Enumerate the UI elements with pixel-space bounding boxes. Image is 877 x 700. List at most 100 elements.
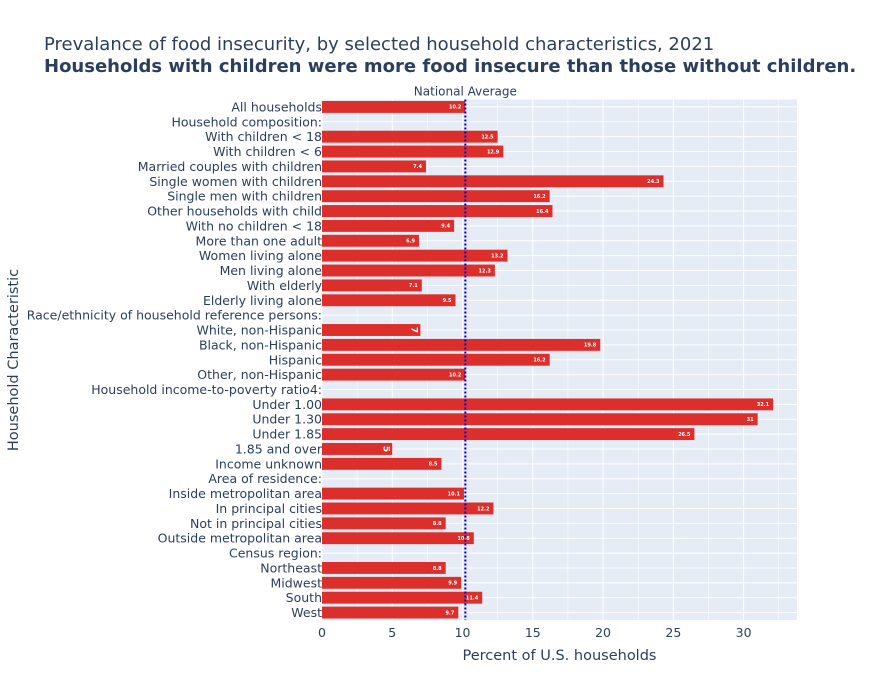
y-tick-label: Midwest: [270, 575, 322, 590]
x-axis-title: Percent of U.S. households: [463, 648, 657, 664]
y-tick-label: Single men with children: [167, 189, 322, 204]
bar: [322, 457, 442, 470]
y-tick-label: In principal cities: [216, 501, 322, 516]
bar: [322, 160, 426, 173]
y-tick-label: Elderly living alone: [203, 293, 322, 308]
bar-value-label: 16.2: [533, 358, 546, 364]
y-tick-label: Under 1.30: [252, 412, 322, 427]
bar-value-label: 19.8: [584, 343, 597, 349]
bar: [322, 205, 553, 217]
y-tick-label: Black, non-Hispanic: [199, 337, 322, 352]
bar-value-label: 6.9: [406, 239, 415, 245]
y-tick-label: Under 1.85: [252, 427, 322, 442]
y-tick-label: Census region:: [229, 546, 322, 561]
bar-value-label: 32.1: [757, 402, 770, 408]
bar: [322, 413, 758, 426]
x-tick-label: 20: [595, 625, 611, 640]
y-tick-label: Married couples with children: [138, 159, 322, 174]
y-tick-label: Race/ethnicity of household reference pe…: [27, 308, 322, 323]
bar: [322, 562, 446, 574]
bar: [322, 249, 508, 262]
bar: [322, 398, 774, 411]
bar-value-label: 12.9: [487, 149, 500, 155]
reference-line-group: National Average: [414, 85, 517, 620]
y-tick-label: West: [291, 605, 322, 620]
bar: [322, 294, 456, 307]
x-tick-label: 30: [736, 625, 752, 640]
bar: [322, 264, 495, 277]
bar-value-label: 8.8: [433, 521, 442, 527]
bar-value-label: 5: [380, 446, 390, 452]
bar: [322, 279, 422, 292]
y-tick-label: Not in principal cities: [190, 516, 322, 531]
y-tick-label: With children < 18: [205, 129, 322, 144]
bar-value-label: 16.4: [536, 209, 549, 215]
y-tick-label: Other, non-Hispanic: [197, 367, 322, 382]
bar-value-label: 11.4: [466, 595, 479, 601]
bar: [322, 576, 462, 589]
bar-value-label: 10.8: [457, 536, 470, 542]
bar: [322, 428, 695, 441]
chart-subtitle: Households with children were more food …: [44, 56, 857, 77]
bar-value-label: 9.4: [441, 224, 450, 230]
bar-value-label: 12.3: [479, 268, 492, 274]
y-tick-label: Women living alone: [199, 248, 322, 263]
bar-value-label: 10.2: [449, 105, 462, 111]
bar: [322, 606, 459, 619]
y-tick-label: More than one adult: [196, 233, 323, 248]
y-tick-label: With children < 6: [213, 144, 322, 159]
x-axis-ticks: 0 5 10 15 20 25 30: [318, 625, 752, 640]
y-tick-label: Outside metropolitan area: [158, 531, 322, 546]
bar-value-label: 7: [408, 327, 418, 333]
y-tick-label: Household composition:: [171, 114, 322, 129]
y-tick-label: South: [286, 590, 322, 605]
y-tick-label: 1.85 and over: [235, 441, 323, 456]
bar-value-label: 9.7: [445, 610, 454, 616]
x-tick-label: 15: [525, 625, 541, 640]
bar-value-label: 8.5: [429, 462, 438, 468]
x-tick-label: 10: [455, 625, 471, 640]
bar: [322, 368, 466, 381]
x-tick-label: 0: [318, 625, 326, 640]
bar-value-label: 10.1: [448, 491, 461, 497]
bar-value-label: 12.2: [477, 506, 490, 512]
bar: [322, 443, 393, 455]
bar: [322, 324, 421, 336]
bar: [322, 502, 494, 515]
bar-value-label: 16.2: [533, 194, 546, 200]
bar-value-label: 13.2: [491, 253, 504, 259]
y-tick-label: With no children < 18: [186, 218, 322, 233]
y-tick-label: Inside metropolitan area: [169, 486, 322, 501]
y-tick-label: Single women with children: [149, 174, 322, 189]
y-tick-label: All households: [231, 99, 322, 114]
bar-value-label: 10.2: [449, 372, 462, 378]
bar-value-label: 26.5: [678, 432, 691, 438]
y-tick-label: Under 1.00: [252, 397, 322, 412]
y-tick-label: Income unknown: [215, 456, 322, 471]
reference-line-label: National Average: [414, 85, 517, 99]
x-tick-label: 25: [665, 625, 681, 640]
y-axis-title: Household Characteristic: [6, 269, 22, 451]
bar-value-label: 9.9: [448, 581, 457, 587]
y-tick-label: White, non-Hispanic: [196, 323, 322, 338]
bar: [322, 353, 550, 366]
bar: [322, 100, 466, 113]
bar-value-label: 31: [747, 417, 754, 423]
bar: [322, 591, 483, 604]
bar: [322, 338, 601, 351]
bar-value-label: 7.1: [409, 283, 418, 289]
y-tick-label: Hispanic: [269, 352, 322, 367]
bar-value-label: 12.5: [481, 134, 494, 140]
y-tick-label: Area of residence:: [208, 471, 322, 486]
bars: 10.2 12.5 12.9 7.4 24.3 16.2 16.4 9.4 6.9 13.2 12.…: [322, 100, 774, 619]
bar-value-label: 7.4: [413, 164, 422, 170]
y-tick-label: Other households with child: [147, 204, 322, 219]
bar-value-label: 8.8: [433, 566, 442, 572]
bar-value-label: 24.3: [647, 179, 660, 185]
bar: [322, 145, 504, 158]
y-tick-label: Household income-to-poverty ratio4:: [91, 382, 322, 397]
bar: [322, 219, 455, 232]
bar-value-label: 9.5: [443, 298, 452, 304]
